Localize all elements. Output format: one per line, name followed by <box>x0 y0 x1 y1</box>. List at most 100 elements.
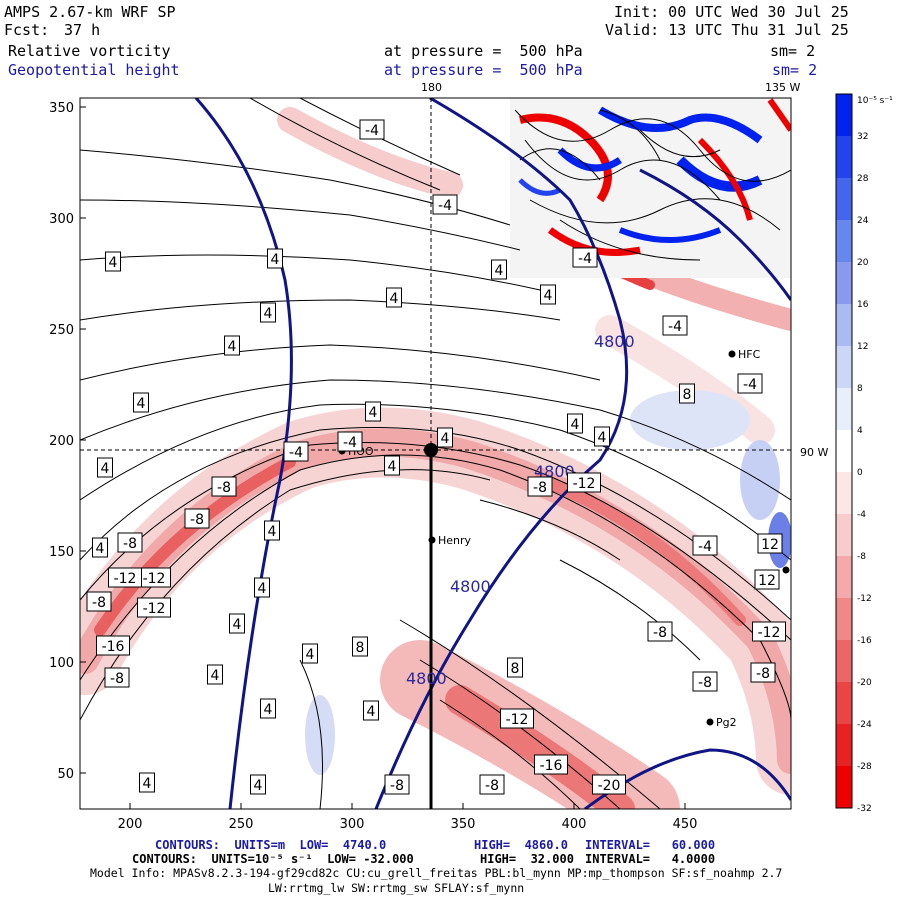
colorbar-swatch <box>836 556 852 599</box>
vorticity-label: 4 <box>268 524 277 540</box>
colorbar-label: 20 <box>857 258 869 268</box>
storm-region <box>510 98 791 278</box>
vorticity-label: -20 <box>598 778 621 794</box>
vorticity-label: 4 <box>598 430 607 446</box>
model-title: AMPS 2.67-km WRF SP <box>4 3 176 21</box>
height-labels: 4800 4800 4800 4800 <box>406 332 635 688</box>
vorticity-label-box <box>384 774 410 795</box>
init-time: Init: 00 UTC Wed 30 Jul 25 <box>614 3 849 21</box>
vorticity-label: -8 <box>485 778 499 794</box>
colorbar-swatch <box>836 220 852 263</box>
longitude-labels: 180 135 W 90 W <box>421 81 828 459</box>
vorticity-labels: 4 4 4 4 4 4 4 4 4 4 4 4 4 4 4 4 4 4 4 4 4 4 4 4 -4 -4 -4 -4 -4 -4 -4 -4… <box>86 119 786 795</box>
colorbar-label: 24 <box>857 216 869 226</box>
vorticity-label: 4 <box>211 668 220 684</box>
vorticity-label-box <box>260 302 276 323</box>
colorbar-label: 4 <box>857 426 863 436</box>
vorticity-label: -8 <box>756 666 770 682</box>
vorticity-label-box <box>139 772 155 793</box>
vorticity-label-box <box>302 643 318 664</box>
y-tick-label: 250 <box>49 323 74 338</box>
vorticity-label-box <box>500 708 534 729</box>
vorticity-label: 8 <box>683 387 692 403</box>
svg-text:4800: 4800 <box>406 669 447 688</box>
colorbar-swatch <box>836 346 852 389</box>
vorticity-label-box <box>507 657 523 678</box>
colorbar-frame <box>835 93 853 809</box>
vorticity-label: -12 <box>114 571 137 587</box>
field2-smoothing: sm= 2 <box>772 61 818 79</box>
vorticity-label-box <box>692 671 718 692</box>
colorbar-label: 0 <box>857 468 863 478</box>
forecast-label: Fcst: <box>4 21 50 39</box>
vorticity-label: 4 <box>254 778 263 794</box>
field1-smoothing: sm= 2 <box>770 42 816 60</box>
colorbar-swatch <box>836 388 852 431</box>
colorbar-label: -24 <box>857 720 872 730</box>
vorticity-label-box <box>133 392 149 413</box>
vorticity-label: -8 <box>698 675 712 691</box>
vorticity-label-box <box>352 636 368 657</box>
colorbar-swatch <box>836 514 852 557</box>
svg-text:4800: 4800 <box>534 462 575 481</box>
field2-name: Geopotential height <box>8 61 180 79</box>
vorticity-contour-high: HIGH= 32.000 <box>480 852 574 866</box>
colorbar-swatch <box>836 304 852 347</box>
vorticity-label-box <box>108 567 142 588</box>
model-info: Model Info: MPASv8.2.3-194-gf29cd82c CU:… <box>90 866 783 880</box>
vorticity-label: 12 <box>761 537 779 553</box>
vorticity-label: -4 <box>578 251 592 267</box>
vorticity-label: 4 <box>388 459 397 475</box>
vorticity-label-box <box>757 533 783 554</box>
vorticity-label-box <box>437 427 453 448</box>
vorticity-label: 4 <box>367 704 376 720</box>
vorticity-label-box <box>384 455 400 476</box>
vorticity-label-box <box>224 335 240 356</box>
lon-90w: 90 W <box>800 446 828 459</box>
forecast-hour: 37 h <box>64 21 101 39</box>
vorticity-label-box <box>567 472 601 493</box>
vorticity-label: 4 <box>96 541 105 557</box>
colorbar-swatch <box>836 682 852 725</box>
vorticity-label: 8 <box>511 661 520 677</box>
vorticity-label-box <box>86 591 112 612</box>
height-contour-interval: INTERVAL= 60.000 <box>585 838 716 852</box>
vorticity-label-box <box>432 194 458 215</box>
x-tick-label: 400 <box>562 817 587 832</box>
colorbar-label: -8 <box>857 552 866 562</box>
vorticity-label: -4 <box>743 377 757 393</box>
vorticity-label-box <box>283 441 309 462</box>
vorticity-label-box <box>540 284 556 305</box>
vorticity-label: 4 <box>258 581 267 597</box>
vorticity-label: 4 <box>101 461 110 477</box>
colorbar-swatch <box>836 94 852 137</box>
y-tick-label: 100 <box>49 656 74 671</box>
vorticity-label-box <box>267 248 283 269</box>
vorticity-label: -4 <box>438 198 452 214</box>
vorticity-label-box <box>594 426 610 447</box>
colorbar-label: -12 <box>857 594 872 604</box>
vorticity-label: -4 <box>343 435 357 451</box>
vorticity-label-box <box>754 569 780 590</box>
vorticity-contour-interval: INTERVAL= 4.0000 <box>585 852 716 866</box>
station-henry: Henry <box>438 534 472 547</box>
vorticity-label-box <box>386 287 402 308</box>
vorticity-label: -12 <box>758 625 781 641</box>
x-tick-label: 350 <box>451 817 476 832</box>
colorbar-swatch <box>836 640 852 683</box>
vorticity-label: 4 <box>441 431 450 447</box>
vorticity-label-box <box>662 315 688 336</box>
vorticity-label-box <box>737 373 763 394</box>
vorticity-label: -8 <box>653 625 667 641</box>
vorticity-label: 4 <box>369 405 378 421</box>
vorticity-label-box <box>679 383 695 404</box>
vorticity-label: 4 <box>571 417 580 433</box>
vorticity-label: 4 <box>137 396 146 412</box>
y-tick-label: 150 <box>49 545 74 560</box>
vorticity-label: -8 <box>92 595 106 611</box>
vorticity-label-box <box>250 774 266 795</box>
colorbar-label: 32 <box>857 132 868 142</box>
colorbar-unit: 10⁻⁵ s⁻¹ <box>857 96 893 106</box>
vorticity-label-box <box>647 621 673 642</box>
